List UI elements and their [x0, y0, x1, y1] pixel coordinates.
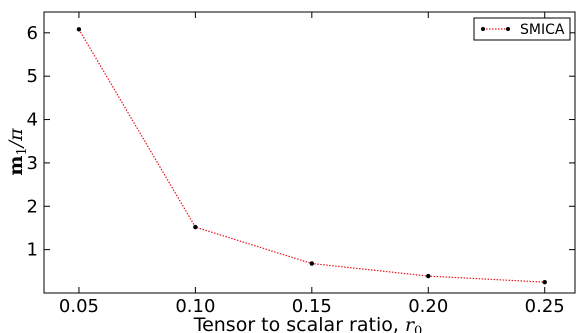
x-tick-label: 0.25: [525, 296, 565, 317]
plot-frame: [43, 11, 576, 294]
y-axis-label-text: m: [5, 156, 27, 176]
x-axis-label: Tensor to scalar ratio, r0: [193, 314, 423, 333]
data-point: [76, 27, 82, 32]
x-axis-label-math: r: [405, 314, 416, 333]
y-tick-label: 6: [27, 23, 38, 44]
series: [76, 27, 547, 285]
legend-marker-right: [506, 27, 510, 31]
data-point: [309, 261, 315, 266]
series-line: [78, 29, 545, 283]
x-axis-label-text: Tensor to scalar ratio,: [193, 314, 405, 333]
y-tick-label: 2: [27, 196, 38, 217]
data-point: [542, 279, 547, 285]
x-axis-label-sub: 0: [414, 324, 422, 333]
data-point: [193, 224, 198, 230]
legend-label: SMICA: [520, 22, 565, 38]
x-tick-label: 0.05: [59, 296, 99, 317]
y-tick-label: 4: [27, 110, 38, 131]
y-axis-label: m1/π: [5, 128, 30, 176]
legend-marker-left: [481, 27, 485, 31]
x-tick-label: 0.20: [408, 296, 448, 317]
y-axis-label-tail: /π: [5, 128, 27, 149]
y-tick-label: 5: [27, 66, 38, 87]
data-point: [426, 273, 431, 279]
legend-box: [473, 17, 571, 41]
y-axis-label-sub: 1: [15, 147, 30, 155]
x-tick-label: 0.15: [292, 296, 332, 317]
legend: SMICA: [473, 17, 571, 41]
ticks: 0.05 0.10 0.15 0.20 0.25 1 2 3 4 5 6: [27, 12, 575, 317]
x-tick-label: 0.10: [175, 296, 215, 317]
y-tick-label: 3: [27, 153, 38, 174]
y-tick-label: 1: [27, 240, 38, 261]
